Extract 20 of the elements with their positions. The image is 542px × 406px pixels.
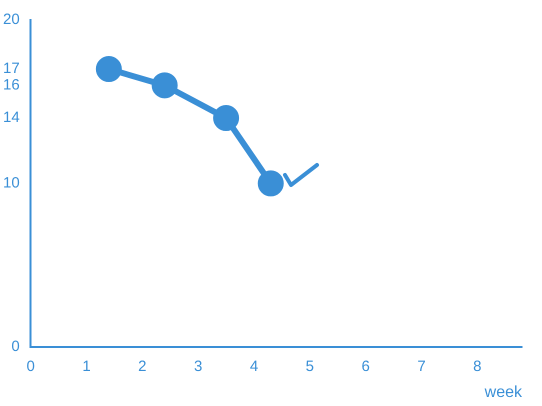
- y-tick-label: 16: [2, 76, 20, 94]
- x-tick-label: 4: [250, 358, 258, 375]
- y-tick-label: 20: [2, 11, 20, 28]
- x-tick-label: 5: [306, 358, 314, 375]
- y-tick-label: 10: [2, 174, 20, 192]
- y-tick-label: 17: [2, 60, 20, 78]
- y-tick-label: 14: [2, 109, 20, 126]
- point: [213, 105, 240, 132]
- x-tick-label: 3: [194, 358, 202, 375]
- x-axis-title: week: [484, 384, 523, 401]
- point: [96, 56, 122, 82]
- point: [152, 72, 178, 98]
- x-tick-label: 7: [417, 358, 426, 375]
- x-tick-label: 8: [473, 358, 482, 375]
- point: [258, 170, 284, 196]
- x-tick-label: 2: [138, 358, 147, 375]
- x-tick-label: 1: [82, 358, 91, 375]
- x-tick-label: 6: [362, 358, 370, 375]
- y-tick-label: 0: [11, 338, 20, 355]
- x-tick-label: 0: [26, 358, 35, 375]
